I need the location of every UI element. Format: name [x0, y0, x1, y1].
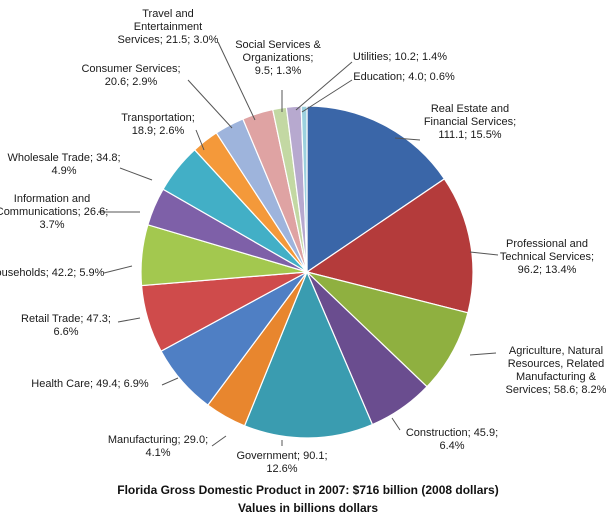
slice-label-line: Services; 58.6; 8.2% — [506, 384, 607, 396]
leader-line — [161, 377, 179, 386]
slice-label-line: Manufacturing; 29.0; — [108, 434, 208, 446]
slice-label-line: Agriculture, Natural — [509, 345, 603, 357]
slice-label: Wholesale Trade; 34.8; 4.9% — [7, 152, 120, 177]
slice-label-line: Households; 42.2; 5.9% — [0, 267, 105, 279]
slice-label-line: 4.1% — [145, 447, 170, 459]
slice-label: Real Estate and Financial Services; 111.1;… — [424, 103, 516, 141]
slice-label: Households; 42.2; 5.9% — [0, 267, 105, 279]
slice-label-line: Consumer Services; — [81, 63, 180, 75]
slice-label-line: Real Estate and — [431, 103, 509, 115]
slice-label-line: Technical Services; — [500, 251, 594, 263]
slice-label: Retail Trade; 47.3; 6.6% — [21, 313, 111, 338]
leader-line — [469, 352, 497, 356]
slice-label-line: Communications; 26.6; — [0, 206, 108, 218]
slice-label-line: 12.6% — [266, 463, 297, 475]
leader-line — [301, 79, 353, 113]
pie-slice — [243, 270, 374, 439]
slice-label-line: Social Services & — [235, 39, 321, 51]
leader-line — [117, 317, 141, 323]
slice-label-line: Government; 90.1; — [236, 450, 327, 462]
slice-label-line: 20.6; 2.9% — [105, 76, 158, 88]
leader-line — [217, 41, 256, 121]
slice-label-line: Wholesale Trade; 34.8; — [7, 152, 120, 164]
slice-label-line: Construction; 45.9; — [406, 427, 498, 439]
slice-label-line: Entertainment — [134, 21, 202, 33]
slice-label-line: Professional and — [506, 238, 588, 250]
slice-label: Government; 90.1; 12.6% — [236, 450, 327, 475]
leader-line — [211, 435, 227, 447]
slice-label-line: 4.9% — [51, 165, 76, 177]
slice-label: Agriculture, Natural Resources, Related Ma… — [506, 345, 607, 396]
leader-line — [195, 129, 205, 151]
slice-label-line: 111.1; 15.5% — [438, 129, 501, 141]
slice-label-line: 6.4% — [439, 440, 464, 452]
slice-label-line: 3.7% — [39, 219, 64, 231]
slice-label: Professional and Technical Services; 96.2;… — [500, 238, 594, 276]
slice-label-line: Resources, Related — [508, 358, 605, 370]
slice-label: Utilities; 10.2; 1.4% — [353, 51, 447, 63]
leader-line — [295, 61, 353, 111]
pie-slice — [306, 105, 446, 274]
slice-label-line: Travel and — [142, 8, 194, 20]
slice-labels: Real Estate and Financial Services; 111.1;… — [0, 8, 607, 475]
leader-line — [469, 251, 499, 256]
slice-label-line: Information and — [14, 193, 90, 205]
slice-label-line: Utilities; 10.2; 1.4% — [353, 51, 447, 63]
slice-label-line: 96.2; 13.4% — [518, 264, 577, 276]
slice-label-line: Services; 21.5; 3.0% — [118, 34, 219, 46]
slice-label-line: Manufacturing & — [516, 371, 597, 383]
slice-label: Transportation; 18.9; 2.6% — [121, 112, 195, 137]
slice-label-line: 18.9; 2.6% — [132, 125, 185, 137]
pie-slice — [305, 178, 474, 314]
slice-label: Social Services & Organizations; 9.5; 1.3% — [235, 39, 321, 77]
slice-label-line: Health Care; 49.4; 6.9% — [31, 378, 149, 390]
leader-line — [187, 79, 233, 129]
leader-line — [119, 167, 153, 181]
slice-label-line: Financial Services; — [424, 116, 516, 128]
slice-label-line: Transportation; — [121, 112, 195, 124]
slice-label: Manufacturing; 29.0; 4.1% — [108, 434, 208, 459]
slice-label: Travel and Entertainment Services; 21.5; 3… — [118, 8, 219, 46]
leader-lines — [98, 41, 499, 447]
slice-label-line: Education; 4.0; 0.6% — [353, 71, 455, 83]
slice-label-line: Organizations; — [243, 52, 314, 64]
slice-label-line: 9.5; 1.3% — [255, 65, 302, 77]
leader-line — [394, 137, 421, 141]
slice-label-line: 6.6% — [53, 326, 78, 338]
leader-line — [103, 265, 133, 274]
slice-label: Construction; 45.9; 6.4% — [406, 427, 498, 452]
slice-label: Consumer Services; 20.6; 2.9% — [81, 63, 180, 88]
slice-label: Health Care; 49.4; 6.9% — [31, 378, 149, 390]
slice-label: Education; 4.0; 0.6% — [353, 71, 455, 83]
chart-subtitle: Values in billions dollars — [238, 501, 378, 515]
slice-label-line: Retail Trade; 47.3; — [21, 313, 111, 325]
chart-title: Florida Gross Domestic Product in 2007: … — [117, 483, 498, 497]
slice-label: Information and Communications; 26.6; 3.7% — [0, 193, 108, 231]
pie-slices — [140, 105, 474, 439]
leader-line — [391, 417, 401, 431]
